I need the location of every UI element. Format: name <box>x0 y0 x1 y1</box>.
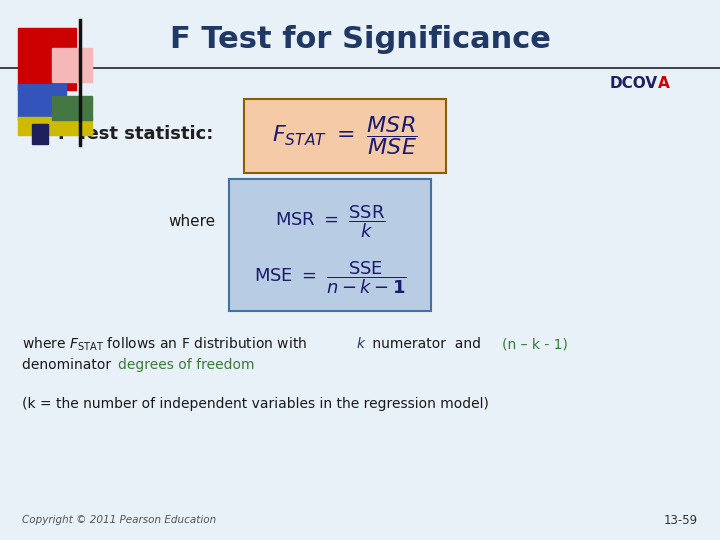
Text: numerator  and: numerator and <box>368 337 485 351</box>
Text: denominator: denominator <box>22 358 115 372</box>
Text: (k = the number of independent variables in the regression model): (k = the number of independent variables… <box>22 397 489 411</box>
Bar <box>32 124 48 144</box>
Text: $\mathit{F}_{\mathit{STAT}}\ =\ \dfrac{\mathit{MSR}}{\mathit{MSE}}$: $\mathit{F}_{\mathit{STAT}}\ =\ \dfrac{\… <box>272 114 418 158</box>
Text: F Test statistic:: F Test statistic: <box>58 125 213 143</box>
Bar <box>18 84 66 120</box>
FancyBboxPatch shape <box>244 99 446 173</box>
Text: $k$: $k$ <box>352 336 367 352</box>
Text: $\mathrm{MSE}\ =\ \dfrac{\mathrm{SSE}}{n-k-\mathbf{1}}$: $\mathrm{MSE}\ =\ \dfrac{\mathrm{SSE}}{n… <box>253 260 406 296</box>
Text: 13-59: 13-59 <box>664 514 698 526</box>
Bar <box>18 117 92 135</box>
Text: (n – k - 1): (n – k - 1) <box>502 337 568 351</box>
Text: $\mathrm{MSR}\ =\ \dfrac{\mathrm{SSR}}{k}$: $\mathrm{MSR}\ =\ \dfrac{\mathrm{SSR}}{k… <box>275 204 385 240</box>
Text: Copyright © 2011 Pearson Education: Copyright © 2011 Pearson Education <box>22 515 216 525</box>
Text: DCOV: DCOV <box>610 77 658 91</box>
Bar <box>52 48 92 82</box>
Text: where $F_{\mathrm{STAT}}$ follows an F distribution with: where $F_{\mathrm{STAT}}$ follows an F d… <box>22 335 307 353</box>
Text: F Test for Significance: F Test for Significance <box>170 25 550 55</box>
FancyBboxPatch shape <box>229 179 431 311</box>
Text: A: A <box>658 77 670 91</box>
Bar <box>18 28 76 90</box>
Bar <box>52 96 92 120</box>
Text: where: where <box>168 214 215 230</box>
Text: degrees of freedom: degrees of freedom <box>118 358 254 372</box>
